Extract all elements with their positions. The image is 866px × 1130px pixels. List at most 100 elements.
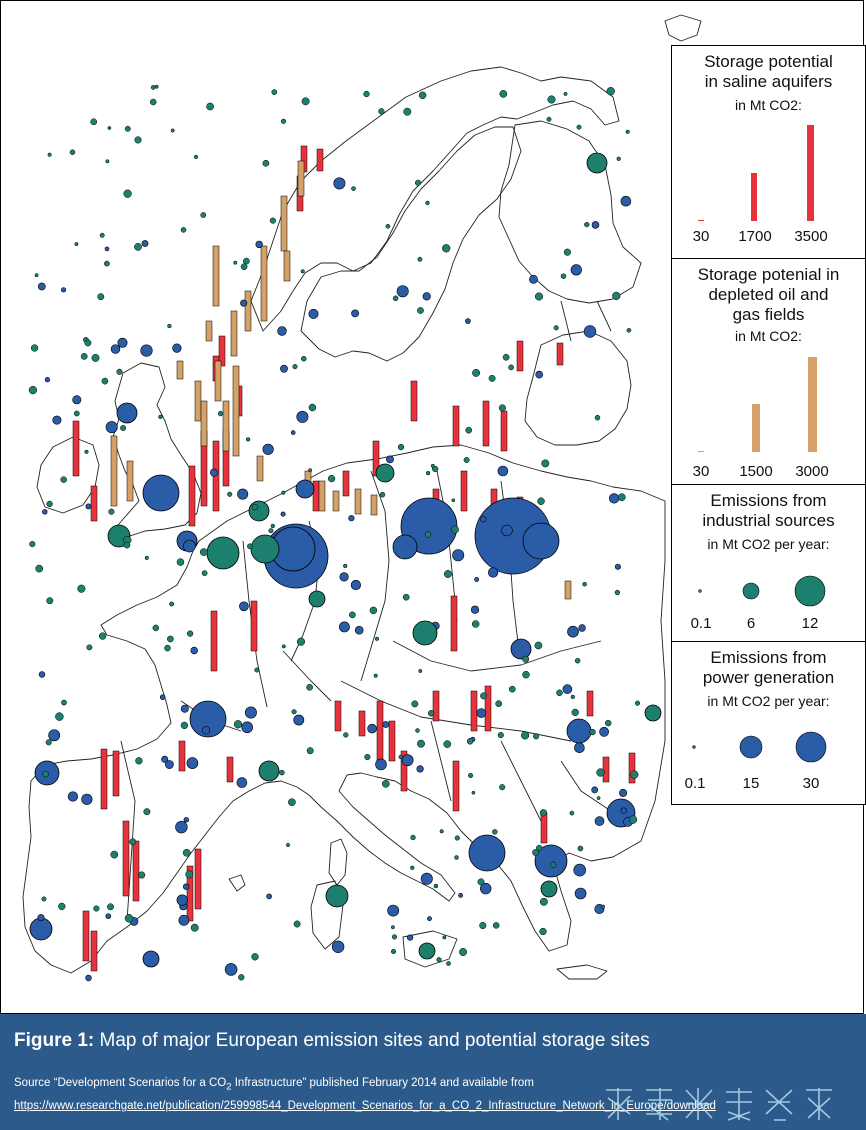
industrial-site (392, 295, 399, 302)
industrial-site (123, 189, 132, 198)
industrial-site (375, 463, 395, 483)
industrial-site (425, 470, 431, 476)
legend-depleted-bar-medium (752, 404, 760, 452)
industrial-site (492, 922, 500, 929)
industrial-site (418, 669, 423, 673)
industrial-site (436, 957, 442, 963)
power-site (599, 726, 609, 737)
industrial-site (570, 694, 575, 700)
power-site (202, 726, 211, 735)
power-site (60, 287, 67, 293)
depleted-bar (176, 360, 184, 380)
industrial-site (35, 564, 44, 573)
power-site (535, 370, 544, 379)
saline-bar (334, 700, 342, 732)
power-site (420, 872, 433, 885)
legend-depleted-unit: in Mt CO2: (735, 328, 802, 344)
industrial-site (521, 731, 530, 740)
industrial-site (472, 368, 481, 377)
power-site (186, 757, 199, 769)
power-site (48, 729, 61, 742)
depleted-bar (110, 435, 118, 507)
legend-power-circle-small (692, 745, 696, 749)
industrial-site (301, 97, 310, 106)
depleted-bar (280, 195, 288, 252)
power-site (333, 177, 346, 190)
power-site (52, 415, 62, 425)
industrial-site (245, 437, 251, 442)
industrial-site (553, 325, 559, 331)
power-site (387, 904, 400, 917)
power-site (591, 786, 599, 794)
industrial-site (374, 636, 380, 641)
britain-outline (110, 362, 202, 538)
industrial-site (390, 948, 397, 955)
power-site (308, 308, 319, 319)
power-site (529, 274, 538, 284)
power-site (354, 625, 364, 635)
industrial-site (34, 273, 39, 278)
power-site (81, 793, 93, 805)
power-site (280, 511, 286, 517)
industrial-site (90, 118, 98, 126)
power-site (614, 563, 621, 570)
depleted-bar (297, 160, 305, 197)
saline-bar (516, 340, 524, 372)
saline-bar (452, 405, 460, 447)
industrial-site (30, 344, 39, 352)
industrial-site (410, 865, 415, 870)
power-site (290, 430, 296, 435)
power-site (465, 318, 471, 324)
power-site (422, 292, 431, 301)
industrial-site (432, 465, 439, 473)
legend-depleted-bars (698, 357, 817, 452)
saline-bar (628, 752, 636, 784)
ireland-outline (36, 436, 100, 514)
power-site (488, 567, 499, 578)
industrial-site (534, 292, 544, 301)
industrial-site (325, 884, 349, 908)
map-frame: Storage potential in saline aquifers in … (0, 0, 866, 1014)
industrial-site (479, 921, 487, 930)
industrial-site (185, 870, 194, 879)
industrial-site (233, 260, 238, 265)
legend-saline-value-2: 3500 (794, 228, 828, 245)
caption-figure-label: Figure 1: (14, 1030, 95, 1051)
legend-power-title-line2: power generation (702, 668, 835, 687)
power-site (619, 788, 628, 797)
industrial-site (539, 809, 548, 817)
industrial-site (499, 784, 506, 791)
balearic-outline (228, 874, 246, 892)
power-site (176, 894, 188, 906)
industrial-site (308, 590, 326, 608)
legend-power-value-2: 30 (802, 775, 820, 792)
legend-saline-value-1: 1700 (738, 228, 772, 245)
power-site (480, 516, 487, 523)
corsica-outline (328, 838, 348, 886)
power-site (277, 326, 287, 336)
power-site (224, 963, 238, 976)
industrial-site (480, 692, 488, 700)
industrial-site (630, 770, 639, 779)
legend-depleted-title-line1: Storage potenial in (697, 265, 840, 284)
saline-bar (358, 710, 366, 737)
industrial-site (522, 670, 530, 679)
saline-bar (372, 440, 380, 477)
legend-depleted-title-line3: gas fields (732, 305, 805, 324)
iceland-fragment (664, 14, 702, 42)
industrial-site (86, 644, 93, 651)
power-site (501, 524, 513, 537)
industrial-site (363, 90, 370, 98)
legend-saline-unit: in Mt CO2: (735, 97, 802, 113)
depleted-bar (564, 580, 572, 600)
industrial-site (84, 339, 92, 347)
legend-power-title-line1: Emissions from (710, 648, 827, 667)
caption-source-link[interactable]: https://www.researchgate.net/publication… (14, 1100, 716, 1112)
industrial-site (379, 491, 386, 498)
power-site (67, 791, 78, 802)
industrial-site (164, 644, 171, 652)
depleted-bar (232, 365, 240, 457)
legend-industrial-title-line1: Emissions from (710, 491, 827, 510)
saline-bar (316, 148, 324, 172)
power-site (382, 721, 390, 728)
